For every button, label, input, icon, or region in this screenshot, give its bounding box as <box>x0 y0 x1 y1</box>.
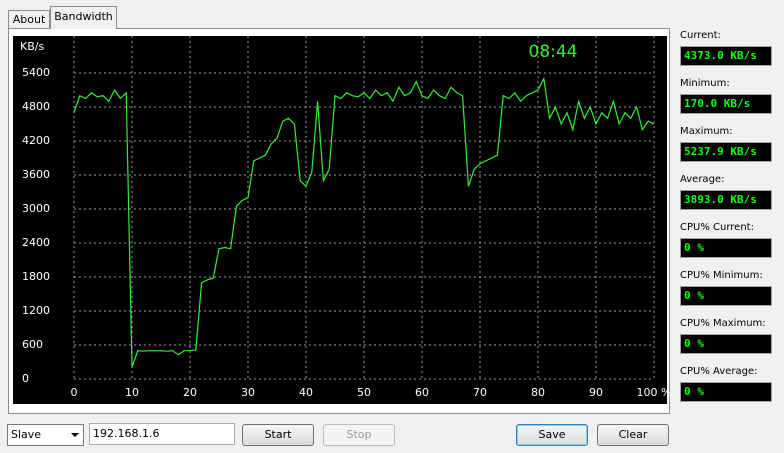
stat-label: CPU% Maximum: <box>680 318 766 329</box>
x-tick-label: 0 <box>71 386 78 399</box>
x-tick-label: 10 <box>125 386 139 399</box>
y-tick-label: 4200 <box>22 134 50 147</box>
x-tick-label: 100 % <box>637 386 672 399</box>
mode-value: Slave <box>11 428 42 441</box>
x-tick-label: 40 <box>299 386 313 399</box>
stat-value: 0 % <box>680 238 772 258</box>
stat-value: 5237.9 KB/s <box>680 142 772 162</box>
stop-button[interactable]: Stop <box>323 424 395 446</box>
y-tick-label: 2400 <box>22 236 50 249</box>
stat-value: 0 % <box>680 334 772 354</box>
stat-value: 3893.0 KB/s <box>680 190 772 210</box>
y-tick-label: 0 <box>22 372 29 385</box>
y-tick-label: 5400 <box>22 66 50 79</box>
stat-value: 4373.0 KB/s <box>680 46 772 66</box>
x-tick-label: 50 <box>357 386 371 399</box>
stat-label: Minimum: <box>680 78 730 89</box>
stat-label: CPU% Current: <box>680 222 754 233</box>
stat-value: 170.0 KB/s <box>680 94 772 114</box>
y-tick-label: 600 <box>22 338 43 351</box>
stat-label: CPU% Average: <box>680 366 758 377</box>
stat-label: CPU% Minimum: <box>680 270 763 281</box>
stat-label: Current: <box>680 30 721 41</box>
x-tick-label: 30 <box>241 386 255 399</box>
dropdown-arrow <box>71 433 79 437</box>
plot-background <box>13 36 667 404</box>
x-tick-label: 60 <box>415 386 429 399</box>
address-input[interactable]: 192.168.1.6 <box>89 423 235 445</box>
stat-value: 0 % <box>680 382 772 402</box>
mode-select[interactable]: Slave <box>7 424 84 446</box>
x-tick-label: 90 <box>589 386 603 399</box>
clear-button[interactable]: Clear <box>597 424 669 446</box>
tab[interactable]: About <box>8 10 50 28</box>
x-tick-label: 80 <box>531 386 545 399</box>
y-tick-label: 3000 <box>22 202 50 215</box>
stat-label: Maximum: <box>680 126 733 137</box>
x-tick-label: 70 <box>473 386 487 399</box>
stat-label: Average: <box>680 174 725 185</box>
save-button[interactable]: Save <box>516 424 588 446</box>
y-tick-label: 1800 <box>22 270 50 283</box>
stat-value: 0 % <box>680 286 772 306</box>
y-tick-label: 3600 <box>22 168 50 181</box>
x-tick-label: 20 <box>183 386 197 399</box>
y-unit: KB/s <box>20 40 44 53</box>
start-button[interactable]: Start <box>242 424 314 446</box>
y-tick-label: 1200 <box>22 304 50 317</box>
tab-active[interactable]: Bandwidth <box>50 6 117 29</box>
clock: 08:44 <box>529 42 578 62</box>
y-tick-label: 4800 <box>22 100 50 113</box>
bandwidth-line <box>73 76 655 368</box>
